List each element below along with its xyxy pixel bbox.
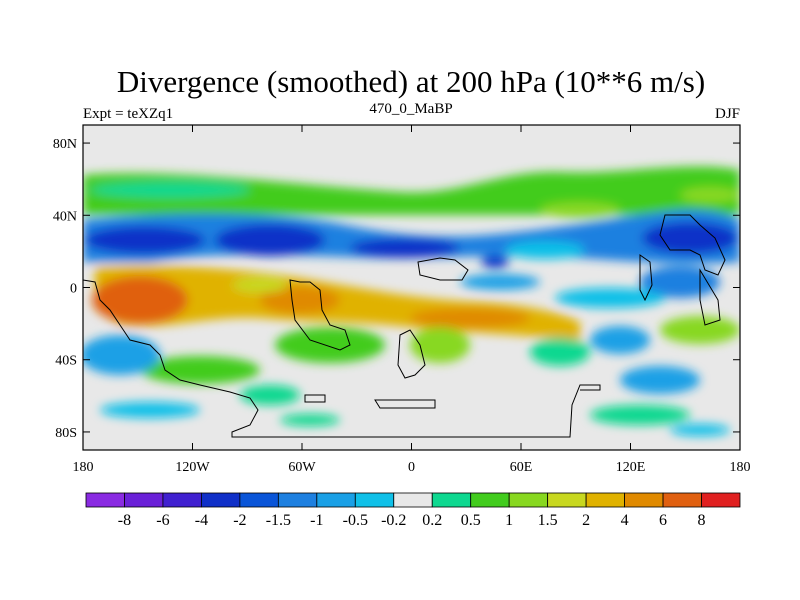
x-tick-label: 60W [288, 460, 316, 475]
colorbar-label: -0.2 [381, 512, 406, 529]
colorbar-label: 1 [505, 512, 513, 529]
colorbar-swatch [354, 492, 395, 508]
colorbar-swatch [508, 492, 549, 508]
colorbar-label: -1 [310, 512, 323, 529]
x-axis-ticks: 180 120W 60W 0 60E 120E 180 [73, 125, 751, 475]
colorbar-swatch [201, 492, 241, 508]
colorbar-swatch [547, 492, 587, 508]
colorbar-swatch [624, 492, 664, 508]
y-tick-label: 80S [55, 426, 77, 441]
colorbar-label: 4 [621, 512, 629, 529]
colorbar-label: 8 [698, 512, 706, 529]
x-tick-label: 180 [730, 460, 751, 475]
chart-title: Divergence (smoothed) at 200 hPa (10**6 … [117, 64, 705, 99]
colorbar-label: -0.5 [343, 512, 368, 529]
colorbar-swatch [124, 492, 164, 508]
colorbar-swatch [662, 492, 702, 508]
divergence-field [83, 125, 740, 450]
colorbar-swatch [393, 492, 433, 508]
colorbar-swatch [316, 492, 356, 508]
colorbar-label: 0.2 [422, 512, 442, 529]
colorbar-label: -6 [156, 512, 169, 529]
experiment-label: Expt = teXZq1 [83, 106, 173, 122]
colorbar-label: -8 [118, 512, 131, 529]
season-label: DJF [715, 106, 740, 122]
period-label: 470_0_MaBP [369, 101, 452, 117]
colorbar-label: -2 [233, 512, 246, 529]
x-tick-label: 120W [175, 460, 210, 475]
x-tick-label: 180 [73, 460, 94, 475]
y-tick-label: 40S [55, 354, 77, 369]
colorbar-swatch [431, 492, 472, 508]
colorbar-swatch [162, 492, 202, 508]
colorbar-swatch [239, 492, 279, 508]
y-tick-label: 0 [70, 282, 77, 297]
colorbar-swatch [277, 492, 318, 508]
colorbar-swatch [85, 492, 125, 508]
colorbar-label: 6 [659, 512, 667, 529]
colorbar-label: 1.5 [538, 512, 558, 529]
y-tick-label: 80N [53, 137, 77, 152]
y-tick-label: 40N [53, 209, 77, 224]
colorbar-label: 2 [582, 512, 590, 529]
colorbar-swatch [585, 492, 625, 508]
colorbar-label: 0.5 [461, 512, 481, 529]
coastline-outlines [83, 214, 726, 438]
colorbar-label: -1.5 [266, 512, 291, 529]
x-tick-label: 60E [510, 460, 533, 475]
colorbar: -8 -6 -4 -2 -1.5 -1 -0.5 -0.2 0.2 0.5 1 1.5 2 4 6 8 [85, 492, 741, 529]
y-axis-ticks: 80N 40N 0 40S 80S [53, 137, 740, 441]
x-tick-label: 120E [616, 460, 646, 475]
colorbar-label: -4 [195, 512, 208, 529]
colorbar-swatch [701, 492, 741, 508]
x-tick-label: 0 [408, 460, 415, 475]
colorbar-swatch [470, 492, 510, 508]
